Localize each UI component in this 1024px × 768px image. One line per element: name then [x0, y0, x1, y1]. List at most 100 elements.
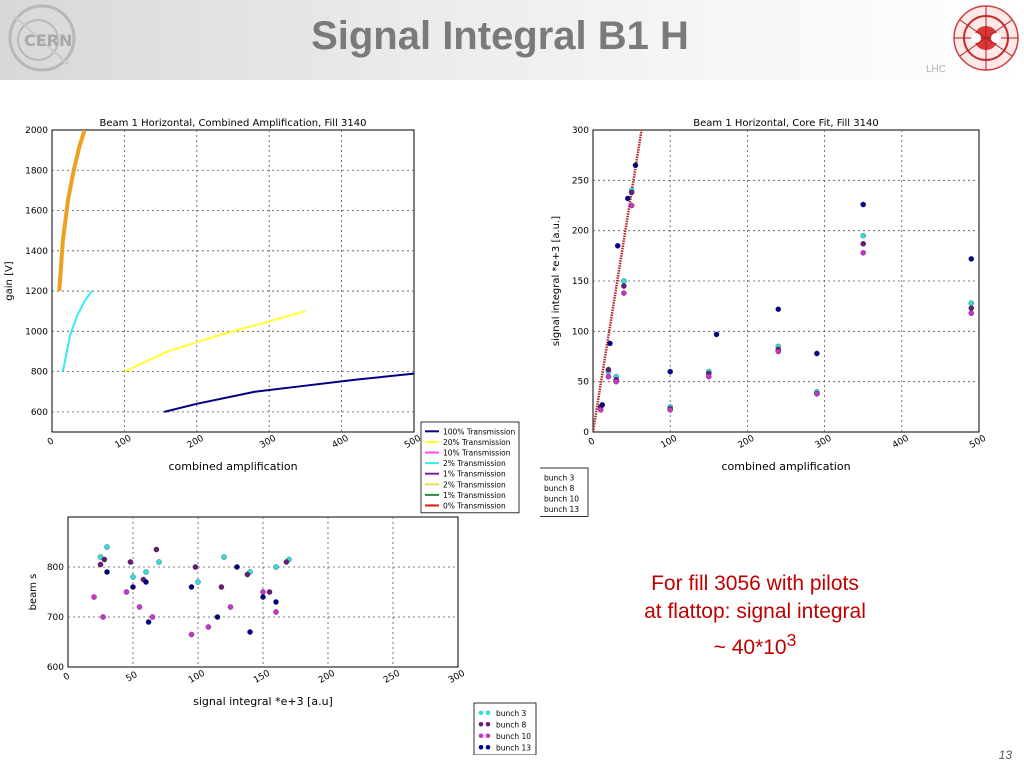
data-point-bunch-3	[221, 554, 227, 560]
x-tick-label: 50	[125, 670, 140, 685]
legend-box	[420, 421, 520, 514]
x-tick-label: 0	[62, 671, 72, 683]
data-point-bunch-3	[143, 569, 149, 575]
data-point-bunch-10	[149, 614, 156, 620]
x-axis-label: signal integral *e+3 [a.u]	[193, 695, 333, 708]
data-point-bunch-8	[283, 559, 290, 565]
x-axis-label: combined amplification	[168, 460, 297, 473]
page-number: 13	[998, 748, 1012, 762]
data-point-bunch-13	[104, 569, 110, 575]
series-line-100-transmission	[163, 372, 414, 413]
y-tick-label: 700	[47, 613, 64, 623]
legend-swatch	[485, 721, 491, 727]
legend-label: 1% Transmission	[443, 491, 506, 500]
data-point-bunch-8	[218, 584, 225, 590]
data-point-bunch-10	[205, 624, 212, 630]
data-point-bunch-13	[130, 584, 136, 590]
y-tick-label: 1400	[25, 247, 48, 257]
data-point-bunch-8	[860, 241, 866, 247]
x-tick-label: 0	[46, 436, 56, 448]
legend-swatch	[478, 721, 484, 727]
y-tick-label: 250	[572, 176, 589, 186]
data-point-bunch-10	[613, 378, 619, 385]
fill-note: For fill 3056 with pilots at flattop: si…	[590, 570, 920, 662]
data-point-bunch-10	[260, 589, 266, 595]
data-point-bunch-3	[968, 300, 975, 306]
y-axis-label: signal integral *e+3 [a.u.]	[551, 216, 562, 346]
data-point-bunch-13	[247, 629, 253, 635]
legend-swatch	[485, 744, 491, 750]
slide-title: Signal Integral B1 H	[311, 14, 689, 58]
note-value-exponent: 3	[786, 630, 797, 650]
legend-swatch	[478, 744, 484, 750]
data-point-bunch-10	[860, 250, 866, 256]
data-point-bunch-10	[597, 407, 604, 413]
y-tick-label: 150	[572, 277, 589, 287]
plot-frame	[51, 129, 415, 433]
data-point-bunch-13	[607, 340, 613, 347]
y-tick-label: 1600	[25, 207, 48, 217]
legend-label: bunch 13	[496, 743, 531, 752]
legend-label: 0% Transmission	[443, 502, 506, 511]
plot-area: 0 100 200 300 400 500 2000 1800 1600 1400 1200 1000…	[25, 126, 423, 451]
y-tick-label: 2000	[25, 126, 48, 136]
y-axis-label: gain [V]	[4, 261, 15, 301]
legend-swatch	[485, 733, 491, 739]
data-point-bunch-13	[214, 614, 221, 620]
lhc-logo-icon	[953, 5, 1019, 71]
y-tick-label: 1000	[25, 327, 48, 337]
x-tick-label: 400	[331, 434, 351, 451]
data-point-bunch-8	[628, 189, 635, 196]
legend-label: bunch 10	[544, 495, 579, 504]
data-point-bunch-3	[104, 544, 110, 550]
fit-line	[593, 130, 643, 432]
data-point-bunch-13	[632, 162, 639, 168]
data-point-bunch-13	[667, 368, 673, 375]
legend-swatch	[485, 710, 491, 716]
legend-label: bunch 3	[496, 709, 527, 718]
series-line-series	[57, 130, 87, 292]
lhc-label: LHC	[926, 64, 947, 75]
x-tick-label: 400	[891, 434, 911, 451]
legend-swatch	[478, 733, 484, 739]
data-point-bunch-3	[621, 278, 627, 284]
data-point-bunch-8	[153, 546, 160, 553]
chart-signal-integral: 0 50 100 150 200 250 300 800 700 600 signal integr…	[28, 516, 537, 755]
svg-text:CERN: CERN	[24, 31, 72, 50]
data-point-bunch-8	[192, 564, 199, 570]
data-point-bunch-10	[706, 373, 712, 380]
data-point-bunch-13	[145, 619, 152, 625]
data-point-bunch-8	[127, 559, 134, 565]
legend-label: 100% Transmission	[443, 427, 516, 436]
data-point-bunch-3	[97, 554, 104, 560]
data-point-bunch-10	[814, 390, 820, 397]
data-point-bunch-8	[621, 283, 627, 289]
chart-marks	[593, 130, 975, 432]
data-point-bunch-10	[628, 202, 635, 209]
legend-box	[473, 702, 537, 755]
chart-marks	[57, 130, 414, 413]
data-point-bunch-13	[968, 256, 975, 262]
data-point-bunch-3	[273, 564, 279, 570]
chart-marks	[91, 544, 292, 638]
data-point-bunch-13	[713, 331, 720, 338]
x-tick-label: 0	[587, 436, 597, 448]
legend-label: bunch 8	[544, 484, 575, 493]
data-point-bunch-3	[130, 574, 136, 580]
note-value-prefix: ~ 40*10	[713, 636, 787, 659]
x-tick-label: 150	[252, 669, 272, 686]
chart-title: Beam 1 Horizontal, Combined Amplificatio…	[100, 118, 367, 129]
x-tick-label: 200	[736, 434, 756, 451]
chart-combined-amplification: 0 100 200 300 400 500 2000 1800 1600 1400 1200 1000…	[4, 118, 520, 514]
y-tick-label: 0	[583, 428, 589, 438]
x-tick-label: 250	[382, 669, 402, 686]
legend-label: 1% Transmission	[443, 470, 506, 479]
legend-box	[540, 467, 589, 517]
data-point-bunch-13	[188, 584, 195, 590]
data-point-bunch-13	[260, 594, 266, 600]
data-point-bunch-10	[667, 407, 673, 413]
